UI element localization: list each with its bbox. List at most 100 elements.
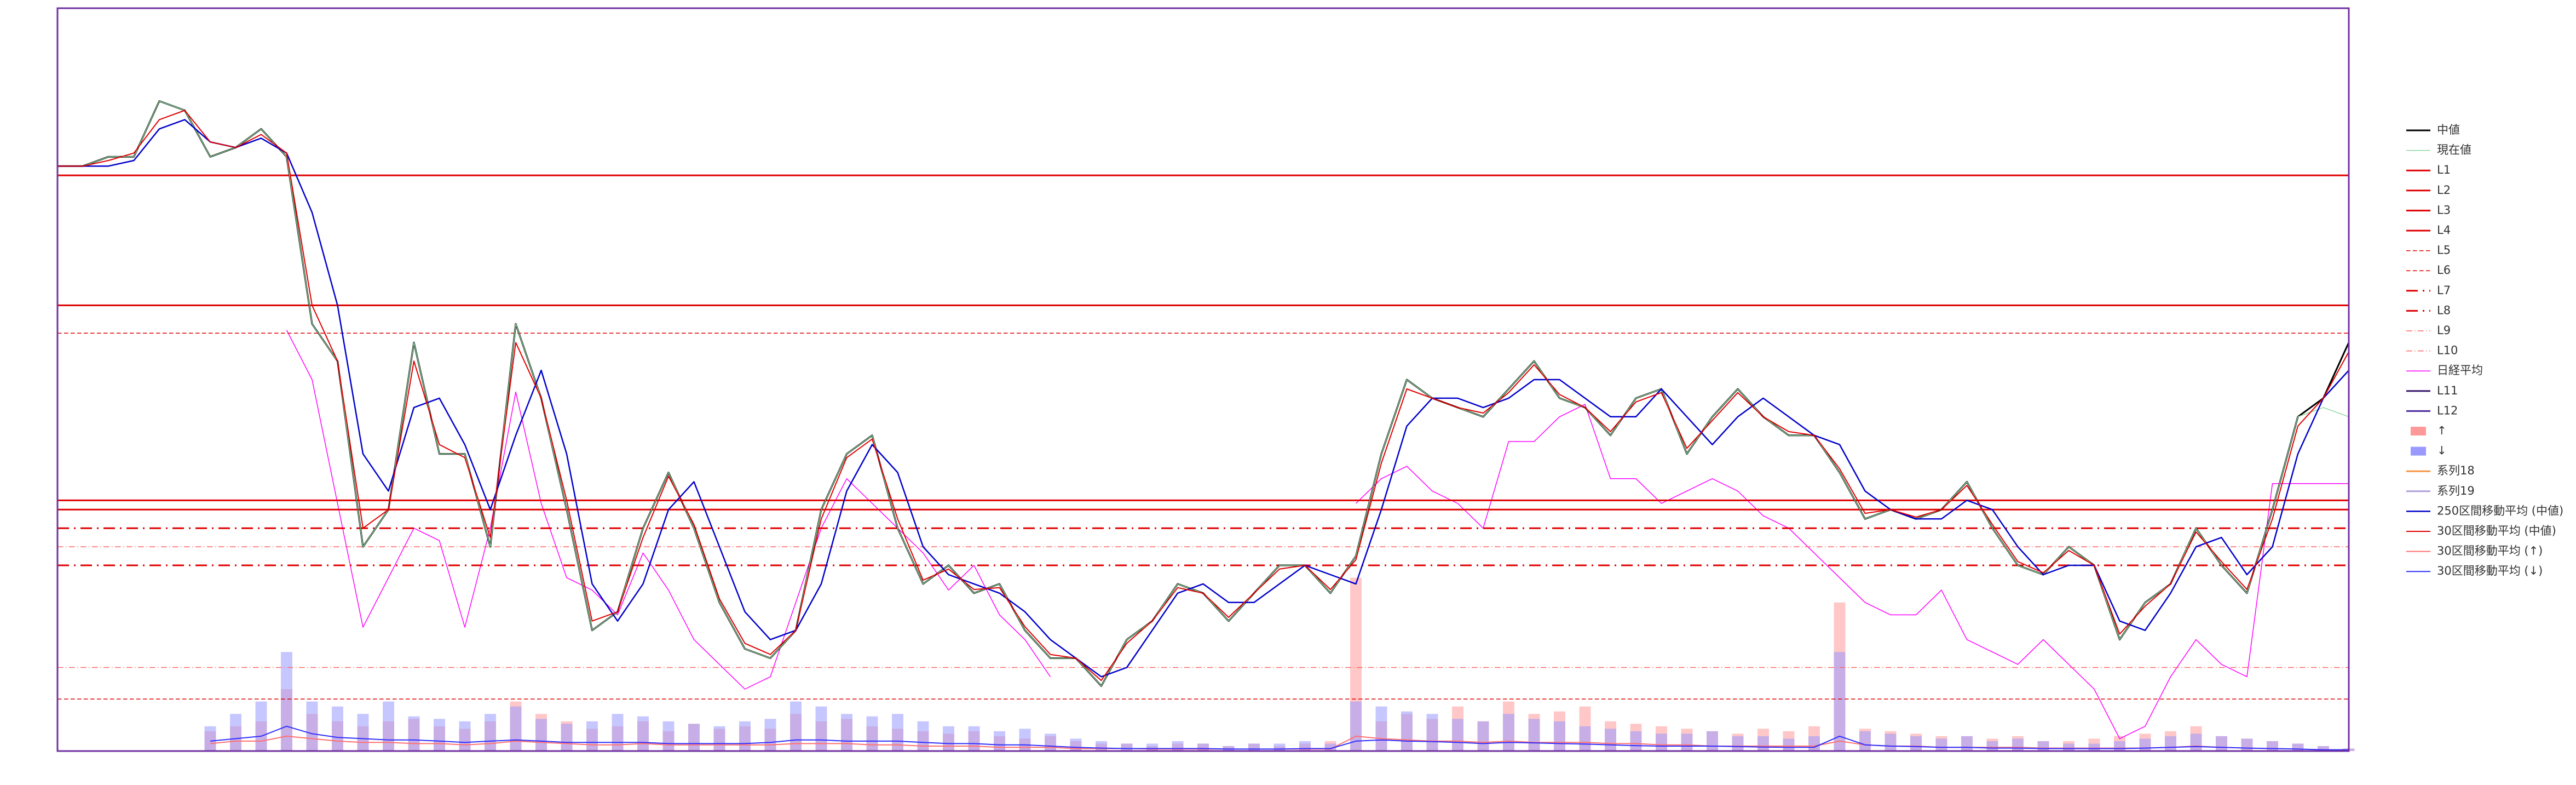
volume-bar <box>1605 729 1616 751</box>
lines-layer <box>57 100 2350 750</box>
volume-bar <box>1528 719 1540 751</box>
volume-bar <box>204 726 216 751</box>
volume-bar <box>1375 706 1387 751</box>
volume-bar <box>459 721 471 751</box>
volume-bar <box>1503 714 1514 751</box>
volume-bar <box>561 724 573 751</box>
legend-label: L4 <box>2437 224 2451 237</box>
volume-bar <box>2318 746 2329 751</box>
volume-bar <box>1197 743 1209 751</box>
legend-label: L11 <box>2437 384 2458 397</box>
volume-bar <box>1070 738 1082 751</box>
volume-bar <box>1834 652 1846 751</box>
volume-bar <box>1935 738 1947 751</box>
legend-label: L12 <box>2437 404 2458 417</box>
volume-bar <box>1401 711 1413 751</box>
series-line <box>210 725 2349 750</box>
volume-bar <box>968 726 980 751</box>
legend-label: 30区間移動平均 (↓) <box>2437 564 2543 577</box>
volume-bar <box>943 726 954 751</box>
legend-swatch <box>2411 446 2426 456</box>
legend-label: L2 <box>2437 184 2451 197</box>
volume-bar <box>1783 738 1795 751</box>
series-line <box>57 119 2349 678</box>
volume-bar <box>1146 743 1158 751</box>
volume-bar <box>2139 738 2151 751</box>
volume-bar <box>2012 738 2024 751</box>
legend-label: 30区間移動平均 (中値) <box>2437 524 2556 537</box>
volume-bar <box>1707 731 1718 751</box>
volume-bar <box>1350 701 1362 751</box>
legend-label: 系列19 <box>2437 484 2475 497</box>
volume-bar <box>2037 741 2049 751</box>
volume-bar <box>535 719 547 751</box>
legend-label: L3 <box>2437 203 2451 216</box>
volume-bar <box>357 714 369 751</box>
volume-bar <box>383 701 394 751</box>
legend-label: 中値 <box>2437 123 2460 136</box>
series-line <box>57 110 2349 681</box>
volume-bar <box>688 724 700 751</box>
legend-swatch <box>2411 427 2426 436</box>
volume-bar <box>2088 743 2100 751</box>
volume-bar <box>485 714 496 751</box>
legend-label: L6 <box>2437 263 2451 277</box>
legend-label: L7 <box>2437 284 2451 297</box>
volume-bar <box>1248 743 1260 751</box>
volume-bar <box>2216 736 2227 751</box>
volume-bar <box>2241 738 2253 751</box>
volume-bar <box>1273 743 1286 751</box>
volume-bar <box>1986 741 1998 751</box>
volume-bar <box>815 706 827 751</box>
volume-bar <box>1477 721 1489 751</box>
volume-bar <box>586 721 598 751</box>
volume-bar <box>1452 719 1463 751</box>
volume-bar <box>1121 743 1133 751</box>
volume-bar <box>917 721 929 751</box>
legend-label: L8 <box>2437 303 2451 317</box>
volume-bar <box>994 731 1005 751</box>
volume-bar <box>2190 734 2202 751</box>
legend-label: L1 <box>2437 163 2451 176</box>
volume-bar <box>1630 731 1642 751</box>
volume-bar <box>255 701 267 751</box>
volume-bar <box>739 721 751 751</box>
volume-bar <box>1656 734 1667 751</box>
volume-bar <box>1426 714 1438 751</box>
volume-bar <box>1757 736 1769 751</box>
volume-bar <box>1096 741 1107 751</box>
legend-label: L9 <box>2437 324 2451 337</box>
legend-label: L5 <box>2437 244 2451 257</box>
volume-bar <box>1554 721 1565 751</box>
volume-bar <box>1732 736 1744 751</box>
legend-label: 現在値 <box>2437 144 2471 157</box>
legend-label: ↑ <box>2437 424 2447 437</box>
volume-bar <box>637 716 649 751</box>
volume-bar <box>434 719 445 751</box>
volume-bar <box>1859 731 1871 751</box>
volume-bar <box>1681 734 1693 751</box>
volume-bar <box>662 721 675 751</box>
volume-bar <box>2063 743 2074 751</box>
volume-bar <box>2267 741 2278 751</box>
volume-bar <box>332 706 343 751</box>
volume-bar <box>1910 736 1922 751</box>
volume-bar <box>1961 736 1973 751</box>
volume-bar <box>612 714 624 751</box>
plot-frame <box>56 7 2350 752</box>
volume-bar <box>230 714 241 751</box>
volume-bar <box>841 714 852 751</box>
volume-bar <box>1808 736 1820 751</box>
legend-label: 30区間移動平均 (↑) <box>2437 545 2543 558</box>
legend-label: ↓ <box>2437 444 2447 457</box>
volume-bar <box>408 716 420 751</box>
volume-bar <box>2165 736 2176 751</box>
volume-bar <box>1885 734 1897 751</box>
volume-bar <box>510 706 522 751</box>
volume-bar <box>764 719 776 751</box>
volume-bar <box>1045 734 1056 751</box>
